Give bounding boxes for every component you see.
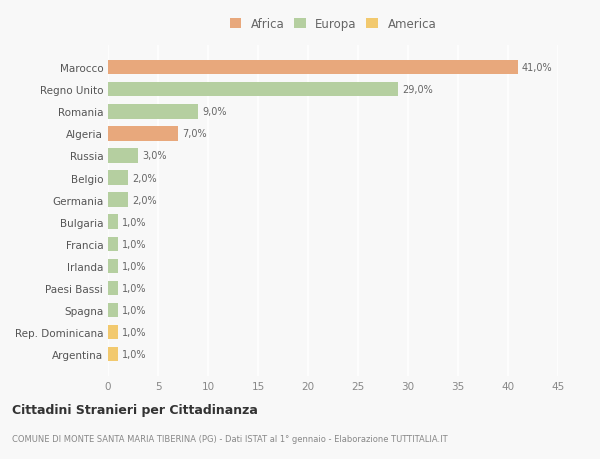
Text: 1,0%: 1,0% — [122, 305, 146, 315]
Bar — [108, 149, 138, 163]
Text: 2,0%: 2,0% — [132, 195, 157, 205]
Text: Cittadini Stranieri per Cittadinanza: Cittadini Stranieri per Cittadinanza — [12, 403, 258, 416]
Bar — [108, 303, 118, 317]
Text: 1,0%: 1,0% — [122, 217, 146, 227]
Bar — [108, 259, 118, 273]
Bar — [108, 347, 118, 361]
Legend: Africa, Europa, America: Africa, Europa, America — [227, 16, 439, 33]
Text: 2,0%: 2,0% — [132, 173, 157, 183]
Bar — [108, 83, 398, 97]
Bar — [108, 237, 118, 252]
Text: 1,0%: 1,0% — [122, 239, 146, 249]
Text: COMUNE DI MONTE SANTA MARIA TIBERINA (PG) - Dati ISTAT al 1° gennaio - Elaborazi: COMUNE DI MONTE SANTA MARIA TIBERINA (PG… — [12, 434, 448, 442]
Bar — [108, 325, 118, 339]
Text: 3,0%: 3,0% — [142, 151, 167, 161]
Text: 1,0%: 1,0% — [122, 327, 146, 337]
Bar — [108, 193, 128, 207]
Bar — [108, 281, 118, 295]
Text: 7,0%: 7,0% — [182, 129, 206, 139]
Bar — [108, 215, 118, 230]
Bar — [108, 171, 128, 185]
Text: 1,0%: 1,0% — [122, 261, 146, 271]
Text: 29,0%: 29,0% — [402, 85, 433, 95]
Bar — [108, 105, 198, 119]
Text: 1,0%: 1,0% — [122, 349, 146, 359]
Text: 9,0%: 9,0% — [202, 107, 227, 117]
Text: 41,0%: 41,0% — [522, 63, 553, 73]
Text: 1,0%: 1,0% — [122, 283, 146, 293]
Bar — [108, 61, 518, 75]
Bar — [108, 127, 178, 141]
